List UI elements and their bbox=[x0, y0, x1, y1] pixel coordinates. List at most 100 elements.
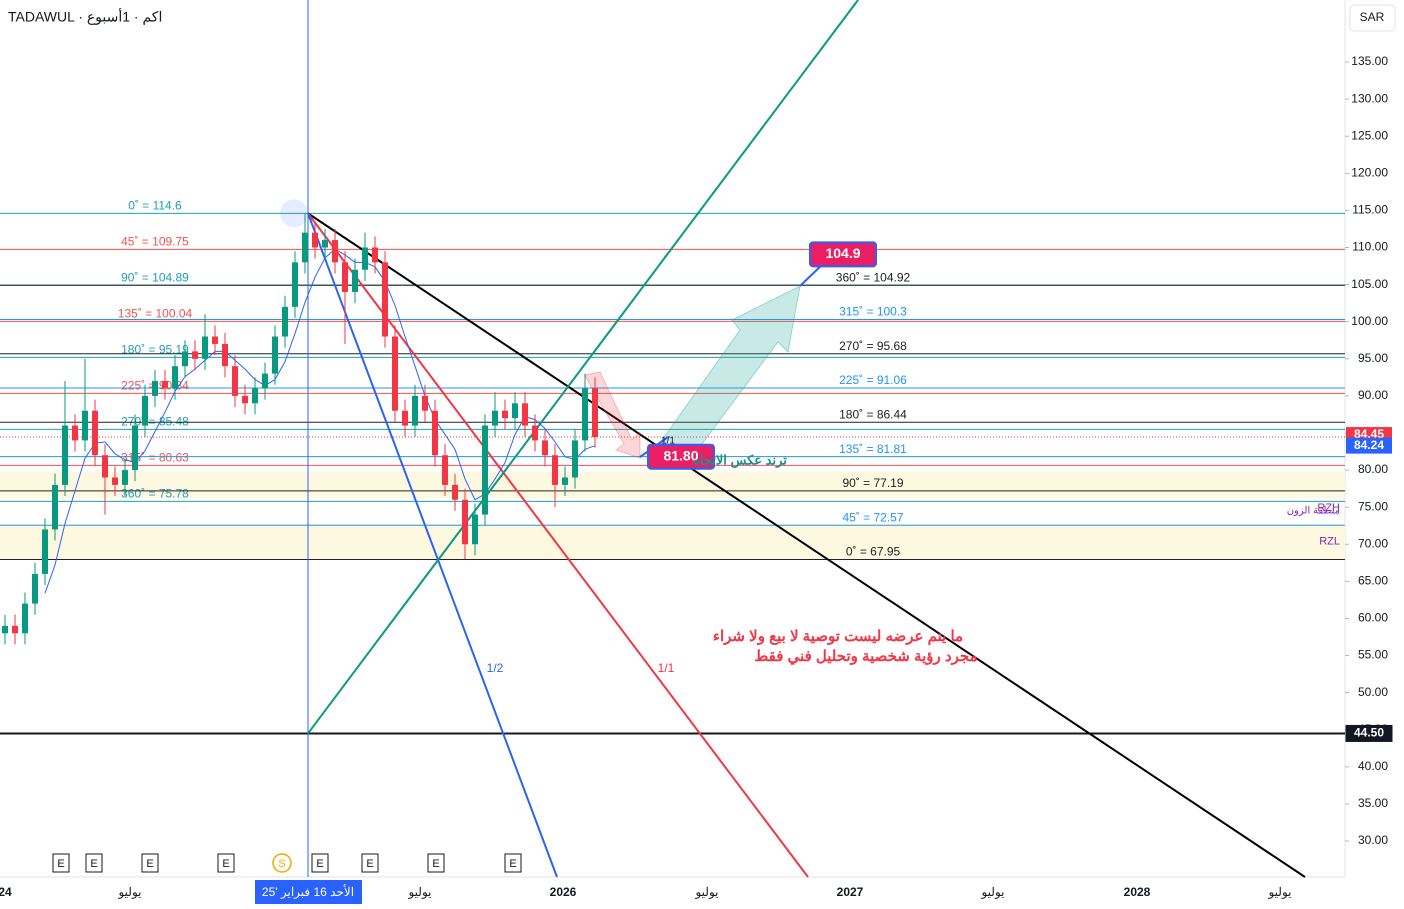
y-tick-label: 120.00 bbox=[1351, 165, 1388, 179]
disclaimer: مجرد رؤية شخصية وتحليل فني فقط bbox=[754, 648, 977, 666]
y-tick-label: 135.00 bbox=[1351, 54, 1388, 68]
candle-body bbox=[82, 410, 88, 441]
candle-body bbox=[432, 410, 438, 456]
y-tick-label: 90.00 bbox=[1358, 388, 1388, 402]
candle-body bbox=[582, 388, 588, 441]
y-tick-label: 125.00 bbox=[1351, 128, 1388, 142]
candle-body bbox=[262, 373, 268, 389]
level-label: 90˚ = 104.89 bbox=[121, 271, 189, 285]
price-tag-label: 84.24 bbox=[1354, 438, 1384, 452]
target-label: 104.9 bbox=[825, 245, 860, 261]
target-box bbox=[809, 241, 877, 268]
candle-body bbox=[102, 455, 108, 478]
level-label: 135˚ = 81.81 bbox=[839, 442, 907, 456]
event-marker bbox=[217, 853, 235, 873]
event-marker bbox=[361, 853, 379, 873]
level-label: 360˚ = 75.78 bbox=[121, 487, 189, 501]
price-tag bbox=[1346, 437, 1392, 454]
level-label: 180˚ = 86.44 bbox=[839, 407, 907, 421]
candle-body bbox=[522, 403, 528, 426]
y-tick-label: 75.00 bbox=[1358, 499, 1388, 513]
candle-body bbox=[232, 366, 238, 396]
y-tick-label: 95.00 bbox=[1358, 351, 1388, 365]
candle-body bbox=[152, 381, 158, 396]
event-label: E bbox=[57, 858, 64, 870]
fan-line bbox=[307, 212, 1306, 878]
level-label: 225˚ = 91.06 bbox=[839, 373, 907, 387]
candle-body bbox=[272, 336, 278, 374]
trend-note: ترند عكس الاتجاه bbox=[693, 452, 787, 468]
zone-name: منطقة الزون bbox=[1287, 506, 1340, 517]
level-label: 45˚ = 72.57 bbox=[842, 510, 903, 524]
symbol: TADAWUL · اكم · 1أسبوع bbox=[8, 7, 162, 26]
candle-body bbox=[252, 388, 258, 404]
candle-body bbox=[72, 425, 78, 441]
event-marker bbox=[141, 853, 159, 873]
level-label: 360˚ = 104.92 bbox=[836, 270, 911, 284]
candle-body bbox=[332, 240, 338, 263]
candle-body bbox=[112, 477, 118, 485]
candle-body bbox=[542, 440, 548, 456]
candle-body bbox=[592, 388, 598, 438]
disclaimer: ما يتم عرضه ليست توصية لا بيع ولا شراء bbox=[713, 628, 963, 645]
currency[interactable]: SAR bbox=[1360, 10, 1385, 24]
candle-body bbox=[392, 336, 398, 411]
candle-body bbox=[222, 343, 228, 367]
event-label: E bbox=[316, 858, 323, 870]
candle-body bbox=[532, 425, 538, 441]
fan-line bbox=[307, 0, 859, 735]
candle-body bbox=[552, 455, 558, 485]
candle-body bbox=[122, 470, 128, 485]
y-tick-label: 100.00 bbox=[1351, 314, 1388, 328]
fan-label: 1/2 bbox=[487, 661, 504, 675]
level-label: 315˚ = 80.63 bbox=[121, 451, 189, 465]
level-label: 0˚ = 67.95 bbox=[846, 545, 901, 559]
arrow-down bbox=[584, 371, 641, 459]
crosshair-date-box bbox=[255, 880, 362, 904]
candle-body bbox=[402, 410, 408, 426]
currency-button[interactable] bbox=[1349, 4, 1396, 32]
candle-body bbox=[302, 232, 308, 263]
candle-body bbox=[452, 484, 458, 500]
zone-label: RZH bbox=[1317, 502, 1340, 514]
event-marker bbox=[52, 853, 70, 873]
event-label: E bbox=[366, 858, 373, 870]
y-tick-label: 40.00 bbox=[1358, 759, 1388, 773]
candle-body bbox=[52, 484, 58, 530]
candle-body bbox=[32, 573, 38, 604]
event-label: E bbox=[509, 858, 516, 870]
candle-body bbox=[372, 247, 378, 263]
candle-body bbox=[462, 499, 468, 545]
level-label: 45˚ = 109.75 bbox=[121, 235, 189, 249]
candle-body bbox=[182, 351, 188, 367]
y-tick-label: 65.00 bbox=[1358, 574, 1388, 588]
candle-body bbox=[382, 262, 388, 337]
level-label: 270˚ = 95.68 bbox=[839, 339, 907, 353]
level-label: 180˚ = 95.19 bbox=[121, 343, 189, 357]
event-marker bbox=[427, 853, 445, 873]
candle-body bbox=[12, 625, 18, 634]
arrow-up bbox=[654, 285, 801, 461]
candle-body bbox=[92, 410, 98, 456]
fan-label: 1/1 bbox=[661, 436, 675, 447]
x-tick-label: يوليو bbox=[980, 885, 1004, 899]
x-tick-label: 2026 bbox=[550, 885, 577, 899]
event-label: S bbox=[278, 858, 285, 870]
x-tick-label: الأحد 16 فبراير '25 bbox=[262, 884, 354, 899]
zone bbox=[0, 471, 1345, 499]
y-tick-label: 80.00 bbox=[1358, 462, 1388, 476]
y-tick-label: 105.00 bbox=[1351, 277, 1388, 291]
candle-body bbox=[352, 269, 358, 293]
target-box bbox=[647, 443, 715, 470]
zone-label: RZL bbox=[1319, 535, 1340, 547]
event-marker bbox=[311, 853, 329, 873]
x-tick-label: 2027 bbox=[837, 885, 864, 899]
price-tag bbox=[1345, 724, 1393, 742]
level-label: 90˚ = 77.19 bbox=[842, 476, 903, 490]
candle-body bbox=[142, 395, 148, 426]
candle-body bbox=[202, 336, 208, 359]
candle-body bbox=[282, 306, 288, 337]
level-label: 135˚ = 100.04 bbox=[118, 307, 193, 321]
x-tick-label: يوليو bbox=[117, 885, 141, 899]
candle-body bbox=[572, 440, 578, 478]
